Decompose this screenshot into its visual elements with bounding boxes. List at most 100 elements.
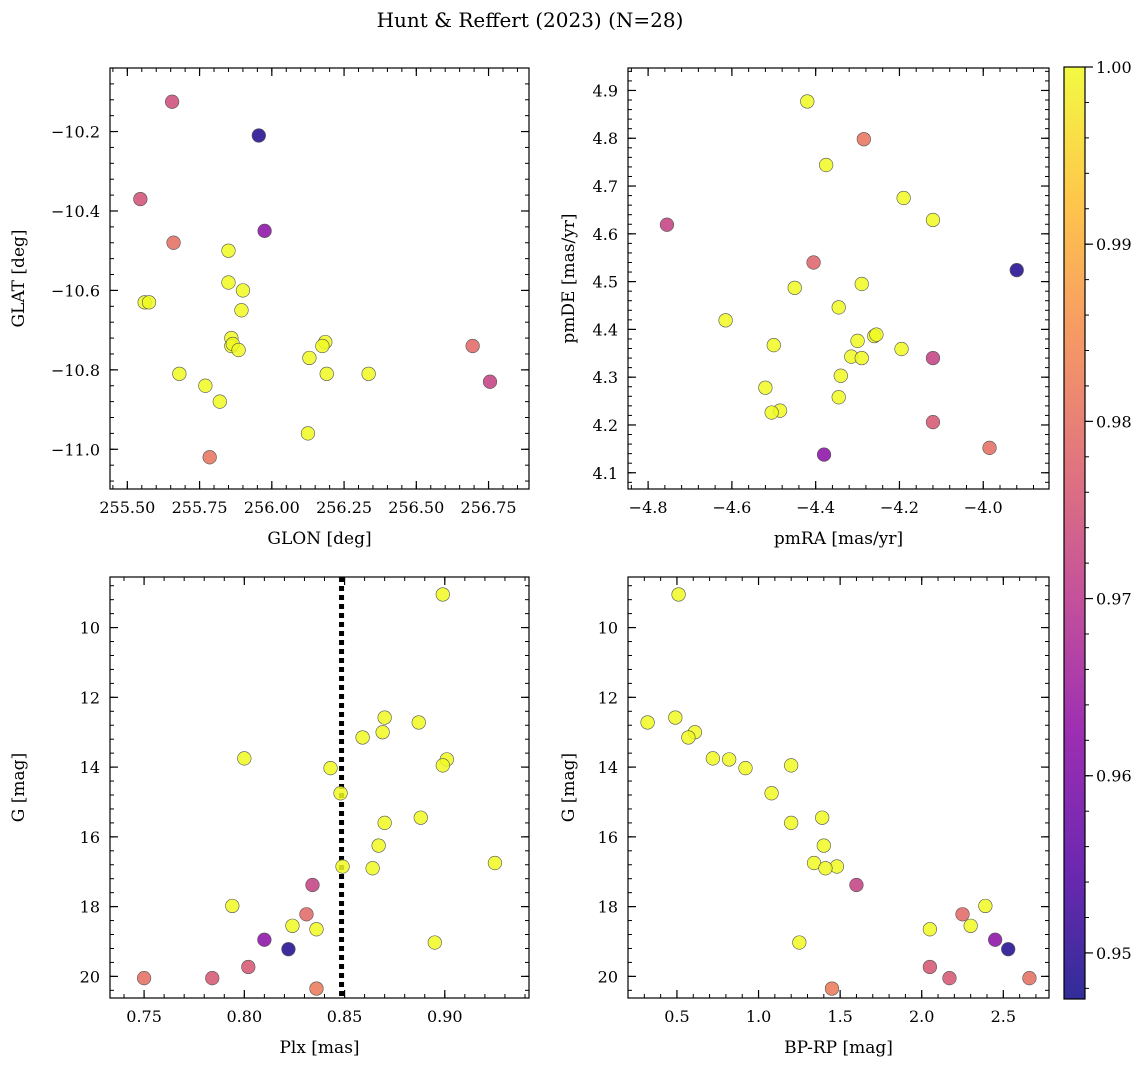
colorbar-tick-label: 0.98 — [1096, 412, 1132, 431]
scatter-point — [705, 751, 720, 766]
y-tick-label: 4.1 — [593, 464, 618, 483]
y-tick-label: 4.3 — [593, 368, 618, 387]
scatter-point — [323, 761, 338, 776]
scatter-point — [831, 300, 846, 315]
y-axis-label: G [mag] — [559, 753, 579, 822]
scatter-point — [806, 255, 821, 270]
y-tick-label: 12 — [598, 688, 618, 707]
y-tick-label: −10.8 — [51, 361, 100, 380]
y-tick-label: 4.5 — [593, 273, 618, 292]
scatter-point — [365, 861, 380, 876]
y-axis-label: GLAT [deg] — [9, 229, 29, 327]
scatter-point — [668, 710, 683, 725]
scatter-point — [333, 786, 348, 801]
panel-pmra-pmde: −4.8 −4.6 −4.4 −4.2 −4.0 4.1 4.2 4.3 4.4 4.5 4.6 4.… — [559, 67, 1050, 549]
scatter-point — [815, 810, 830, 825]
x-tick-label: 0.75 — [126, 1007, 162, 1026]
x-axis-label: pmRA [mas/yr] — [774, 529, 903, 549]
scatter-point — [231, 342, 246, 358]
colorbar-tick-label: 0.97 — [1096, 590, 1132, 609]
x-tick-label: 2.5 — [991, 1007, 1016, 1026]
scatter-point — [482, 374, 498, 389]
scatter-point — [309, 922, 324, 937]
scatter-point — [922, 959, 937, 975]
scatter-point — [854, 276, 869, 292]
scatter-point — [221, 275, 236, 290]
scatter-point — [202, 450, 217, 465]
axes-frame — [627, 67, 1050, 490]
scatter-point — [1022, 971, 1037, 986]
scatter-point — [787, 280, 802, 295]
scatter-point — [963, 918, 978, 933]
scatter-point — [299, 907, 314, 922]
scatter-point — [784, 758, 799, 773]
scatter-point — [315, 338, 330, 354]
y-tick-label: 10 — [80, 619, 100, 638]
scatter-point — [722, 752, 737, 767]
x-tick-label: 0.5 — [664, 1007, 689, 1026]
x-tick-label: 0.90 — [427, 1007, 463, 1026]
scatter-point — [764, 405, 779, 420]
figure-title: Hunt & Reffert (2023) (N=28) — [377, 8, 684, 32]
scatter-point — [942, 971, 957, 986]
scatter-point — [309, 981, 324, 996]
panel-glon-glat: 255.50 255.75 256.00 256.25 256.50 256.75 −10.… — [9, 67, 530, 549]
scatter-point — [681, 730, 696, 745]
x-axis-label: Plx [mas] — [279, 1038, 359, 1058]
scatter-point — [166, 235, 181, 250]
scatter-point — [792, 935, 807, 950]
scatter-point — [205, 971, 220, 986]
scatter-point — [319, 366, 334, 381]
scatter-point — [988, 932, 1003, 947]
y-tick-label: 4.7 — [593, 177, 618, 196]
scatter-point — [375, 725, 390, 740]
scatter-point — [435, 758, 450, 773]
colorbar-gradient — [1063, 66, 1086, 1000]
scatter-point — [1009, 263, 1024, 278]
y-tick-label: 12 — [80, 688, 100, 707]
y-tick-label: −10.6 — [51, 281, 100, 300]
scatter-point — [894, 341, 909, 357]
scatter-point — [133, 191, 148, 207]
y-tick-label: 14 — [80, 758, 100, 777]
x-tick-label: −4.8 — [629, 498, 668, 517]
colorbar-tick-label: 0.95 — [1096, 944, 1132, 963]
scatter-point — [165, 94, 180, 109]
scatter-point — [982, 440, 997, 456]
scatter-point — [465, 338, 480, 354]
panel-plx-g: 0.75 0.80 0.85 0.90 10 12 14 16 18 20 Plx [mas] G [… — [9, 576, 530, 1058]
scatter-point — [335, 859, 350, 874]
scatter-point — [849, 877, 864, 893]
scatter-point — [818, 861, 833, 876]
scatter-point — [257, 932, 272, 947]
scatter-point — [300, 426, 316, 441]
scatter-point — [237, 751, 252, 766]
y-tick-label: 4.6 — [593, 225, 618, 244]
scatter-point — [925, 414, 941, 430]
scatter-point — [427, 935, 442, 950]
y-axis-label: pmDE [mas/yr] — [559, 213, 579, 343]
scatter-point — [671, 587, 686, 602]
y-tick-label: 4.9 — [593, 81, 618, 100]
scatter-point — [235, 283, 251, 298]
panels: 255.50 255.75 256.00 256.25 256.50 256.75 −10.… — [9, 67, 1050, 1058]
y-tick-label: 10 — [598, 619, 618, 638]
scatter-point — [411, 715, 426, 730]
scatter-point — [361, 366, 376, 381]
y-tick-label: −11.0 — [51, 440, 100, 459]
scatter-point — [212, 394, 227, 409]
y-tick-label: −10.2 — [51, 123, 100, 142]
scatter-point — [955, 907, 970, 922]
scatter-point — [435, 587, 450, 602]
x-axis-label: GLON [deg] — [267, 529, 371, 549]
scatter-point — [764, 786, 779, 801]
axes-frame — [109, 67, 530, 490]
y-tick-label: 20 — [598, 967, 618, 986]
scatter-point — [824, 981, 840, 996]
scatter-point — [377, 815, 392, 831]
scatter-point — [241, 959, 256, 975]
scatter-point — [487, 855, 503, 871]
scatter-point — [141, 295, 157, 310]
y-tick-label: 4.2 — [593, 416, 618, 435]
